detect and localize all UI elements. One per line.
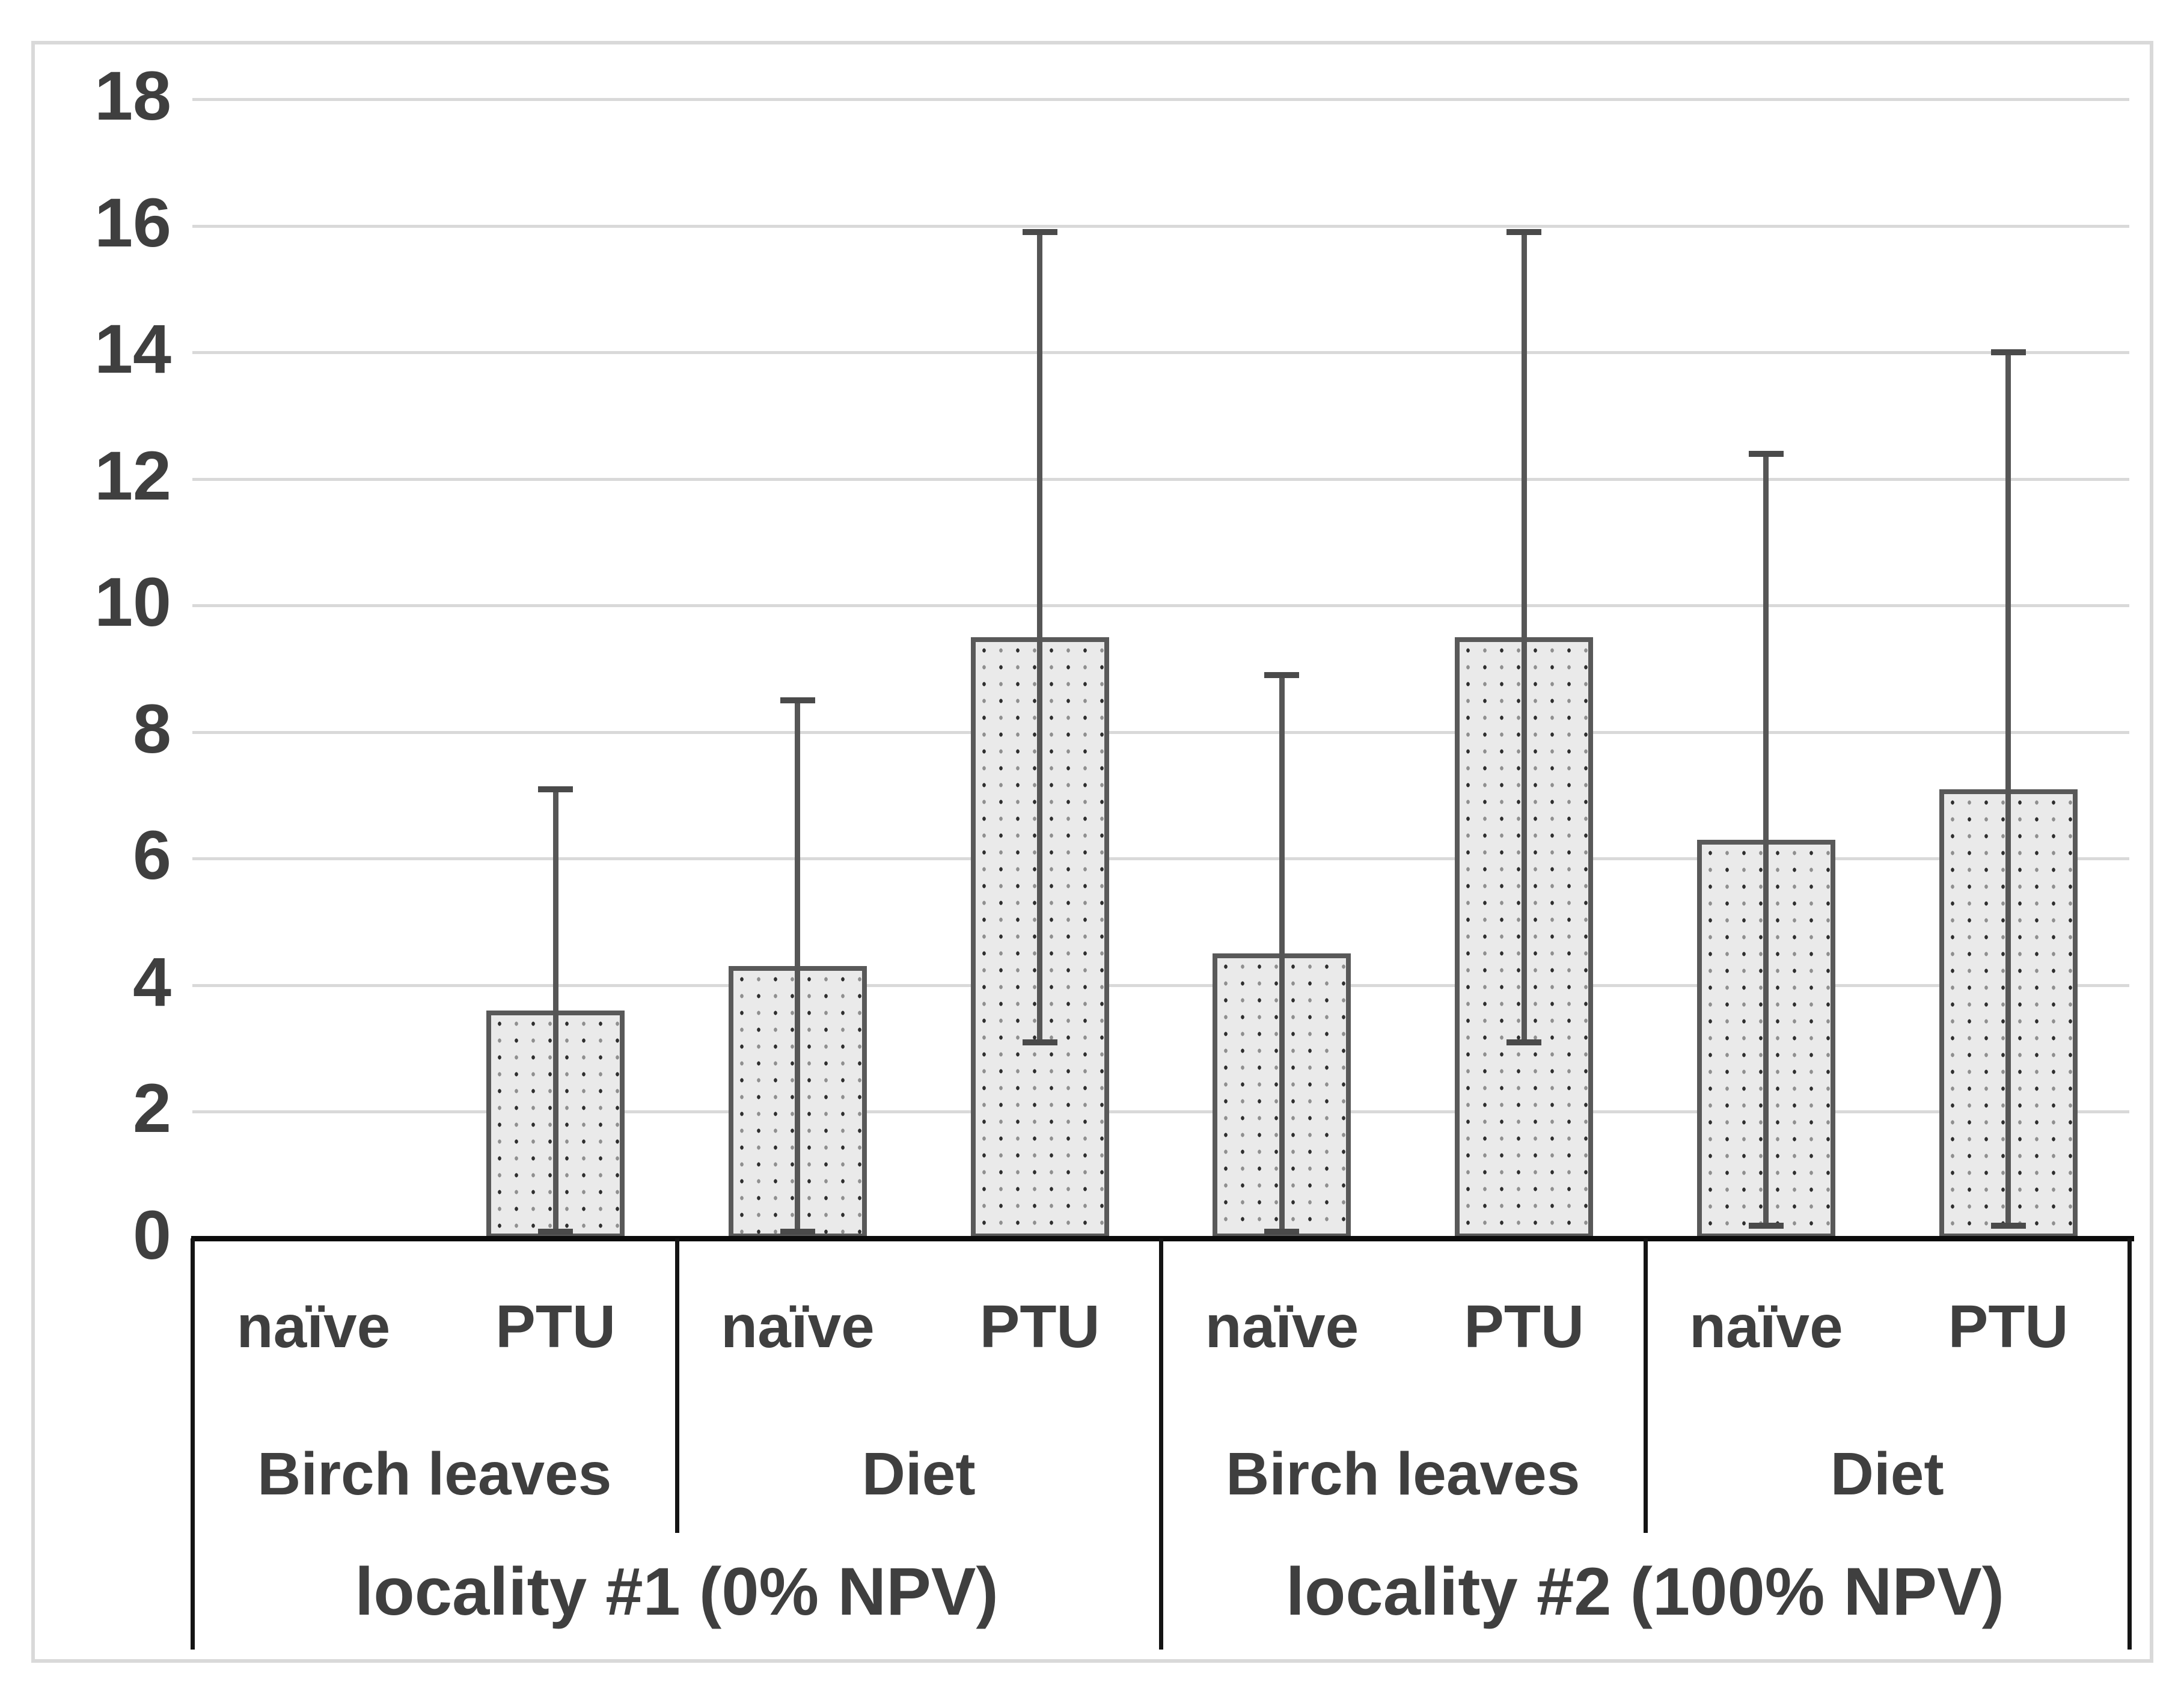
error-bar-cap-top	[1990, 349, 2026, 356]
error-bar-cap-top	[1264, 672, 1300, 679]
error-bar-cap-bottom	[1506, 1039, 1542, 1045]
x-label-locality: locality #2 (100% NPV)	[1285, 1553, 2005, 1629]
error-bar-cap-bottom	[1990, 1222, 2026, 1229]
error-bar-cap-bottom	[538, 1229, 574, 1235]
gridline	[192, 730, 2129, 734]
y-tick-label: 4	[133, 943, 171, 1021]
error-bar-cap-bottom	[1022, 1039, 1057, 1045]
error-bar	[2005, 352, 2011, 1226]
gridline	[192, 98, 2129, 102]
gridline	[192, 857, 2129, 861]
x-label-treatment: naïve	[236, 1293, 391, 1360]
x-label-treatment: naïve	[721, 1293, 875, 1360]
x-label-food: Birch leaves	[1226, 1440, 1580, 1508]
error-bar-cap-top	[538, 786, 574, 792]
gridline	[192, 1110, 2129, 1114]
y-tick-label: 6	[133, 817, 171, 894]
y-tick-label: 18	[94, 58, 171, 135]
x-label-treatment: PTU	[979, 1293, 1100, 1360]
gridline	[192, 604, 2129, 608]
error-bar-cap-top	[780, 697, 815, 704]
error-bar	[1521, 232, 1527, 1042]
error-bar	[552, 789, 558, 1232]
y-tick-label: 0	[133, 1196, 171, 1274]
x-label-food: Diet	[861, 1440, 976, 1508]
y-tick-label: 10	[94, 564, 171, 641]
table-border	[1159, 1238, 1163, 1650]
error-bar-cap-top	[1748, 450, 1784, 457]
y-tick-label: 16	[94, 184, 171, 261]
gridline	[192, 224, 2129, 228]
y-tick-label: 2	[133, 1070, 171, 1148]
table-border	[2127, 1238, 2132, 1650]
x-label-treatment: PTU	[1948, 1293, 2069, 1360]
table-border	[191, 1238, 195, 1650]
x-label-treatment: naïve	[1205, 1293, 1359, 1360]
table-border	[1643, 1238, 1648, 1533]
y-tick-label: 12	[94, 437, 171, 515]
error-bar	[1037, 232, 1043, 1042]
x-label-locality: locality #1 (0% NPV)	[355, 1553, 999, 1629]
x-label-food: Diet	[1830, 1440, 1944, 1508]
x-label-treatment: PTU	[1464, 1293, 1585, 1360]
error-bar-cap-bottom	[780, 1229, 815, 1235]
error-bar-cap-bottom	[1264, 1229, 1300, 1235]
gridline	[192, 351, 2129, 355]
x-label-treatment: PTU	[495, 1293, 616, 1360]
gridline	[192, 983, 2129, 987]
error-bar	[1279, 675, 1285, 1232]
error-bar	[1763, 453, 1769, 1226]
error-bar	[795, 700, 801, 1232]
x-label-food: Birch leaves	[257, 1440, 612, 1508]
error-bar-cap-bottom	[1748, 1222, 1784, 1229]
table-border	[674, 1238, 679, 1533]
gridline	[192, 477, 2129, 481]
y-tick-label: 8	[133, 690, 171, 768]
x-label-treatment: naïve	[1689, 1293, 1843, 1360]
error-bar-cap-top	[1022, 229, 1057, 236]
y-tick-label: 14	[94, 311, 171, 388]
error-bar-cap-top	[1506, 229, 1542, 236]
